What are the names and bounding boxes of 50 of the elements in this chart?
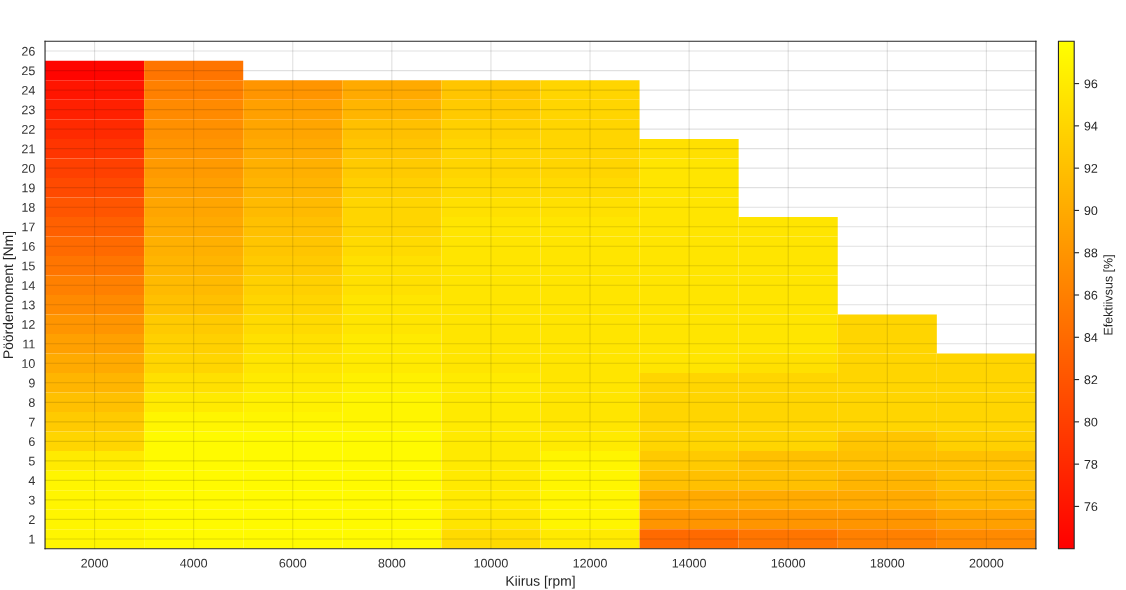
x-tick-label: 16000 — [771, 558, 806, 568]
x-axis-title: Kiirus [rpm] — [506, 575, 575, 589]
y-tick-label: 26 — [22, 46, 35, 56]
x-tick-label: 10000 — [474, 558, 508, 568]
y-tick-label: 14 — [22, 281, 35, 290]
y-tick-label: 6 — [29, 437, 35, 447]
y-axis-title: Pöördemoment [Nm] — [2, 231, 16, 358]
y-tick-label: 10 — [22, 359, 35, 368]
y-tick-label: 8 — [28, 398, 35, 407]
y-tick-label: 13 — [22, 300, 35, 310]
y-tick-label: 5 — [28, 456, 35, 466]
y-tick-label: 11 — [23, 339, 35, 349]
x-tick-label: 2000 — [81, 558, 108, 568]
color-bar-label: 80 — [1084, 417, 1098, 427]
y-tick-label: 24 — [22, 85, 35, 95]
x-tick-label: 4000 — [180, 558, 208, 568]
y-tick-label: 20 — [22, 163, 35, 173]
x-tick-label: 6000 — [279, 558, 307, 568]
x-tick-label: 18000 — [870, 558, 905, 568]
y-tick-label: 4 — [28, 476, 35, 485]
x-tick-label: 8000 — [378, 558, 406, 568]
color-bar-label: 94 — [1084, 121, 1098, 131]
y-tick-label: 17 — [22, 222, 35, 232]
color-bar-label: 84 — [1084, 333, 1098, 342]
y-tick-label: 1 — [29, 534, 35, 544]
y-tick-label: 21 — [22, 144, 35, 154]
y-tick-label: 22 — [22, 124, 35, 134]
color-bar-label: 76 — [1084, 502, 1098, 512]
color-bar-label: 96 — [1084, 79, 1098, 89]
y-tick-label: 12 — [22, 320, 35, 329]
color-bar-title: Efektiivsus [%] — [1103, 255, 1116, 335]
x-tick-label: 14000 — [672, 558, 706, 568]
y-tick-label: 23 — [22, 105, 35, 115]
y-tick-label: 15 — [22, 261, 35, 271]
color-bar-label: 90 — [1084, 206, 1098, 216]
y-tick-label: 2 — [29, 515, 35, 524]
color-bar-label: 86 — [1084, 290, 1098, 300]
y-tick-label: 19 — [22, 183, 35, 193]
color-bar-label: 78 — [1084, 459, 1098, 469]
color-bar-label: 88 — [1084, 248, 1098, 258]
y-tick-label: 18 — [22, 202, 35, 212]
color-bar-label: 82 — [1084, 375, 1098, 385]
y-tick-label: 3 — [28, 495, 35, 505]
y-tick-label: 25 — [22, 66, 35, 76]
y-tick-label: 16 — [22, 242, 35, 251]
x-tick-label: 12000 — [573, 558, 607, 568]
y-tick-label: 7 — [29, 417, 35, 427]
x-tick-label: 20000 — [969, 558, 1004, 568]
y-tick-label: 9 — [28, 378, 35, 388]
color-bar-label: 92 — [1084, 163, 1098, 173]
